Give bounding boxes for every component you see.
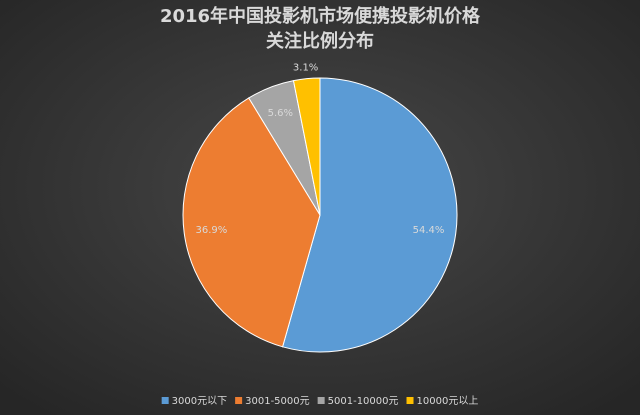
- legend: 3000元以下 3001-5000元 5001-10000元 10000元以上: [161, 395, 479, 407]
- legend-label: 10000元以上: [417, 395, 479, 407]
- value-label: 5.6%: [268, 108, 293, 119]
- legend-swatch: [406, 397, 414, 404]
- value-label: 3.1%: [293, 63, 318, 74]
- value-label: 36.9%: [196, 225, 228, 236]
- legend-swatch: [235, 397, 243, 404]
- legend-label: 3001-5000元: [245, 396, 310, 407]
- chart-title: 2016年中国投影机市场便携投影机价格: [160, 5, 481, 27]
- pie: 54.4% 36.9% 5.6% 3.1%: [182, 63, 458, 353]
- value-label: 54.4%: [413, 225, 445, 236]
- legend-label: 3000元以下: [172, 396, 227, 407]
- legend-swatch: [161, 397, 169, 404]
- chart-title: 关注比例分布: [266, 30, 374, 52]
- pie-slice: [281, 77, 458, 353]
- legend-swatch: [317, 397, 325, 404]
- pie-slice: [292, 77, 321, 216]
- legend-label: 5001-10000元: [328, 396, 399, 407]
- pie-slice: [182, 97, 321, 348]
